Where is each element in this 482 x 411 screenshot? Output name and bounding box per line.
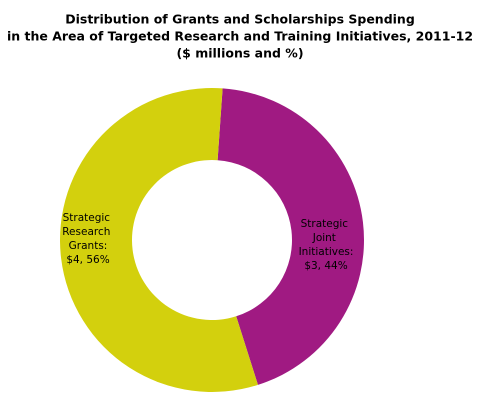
slice-value-label: $4, 56% (66, 254, 109, 266)
slice-value-label: $3, 44% (304, 260, 347, 272)
chart-title: in the Area of Targeted Research and Tra… (7, 29, 473, 44)
chart-subtitle: ($ millions and %) (176, 46, 303, 61)
slice-label: Strategic Research Grants: (62, 212, 114, 252)
donut-slice (60, 87, 258, 392)
chart-title: Distribution of Grants and Scholarships … (65, 12, 415, 27)
donut-slice (217, 88, 365, 385)
slice-label: Strategic Joint Initiatives: (299, 218, 354, 258)
